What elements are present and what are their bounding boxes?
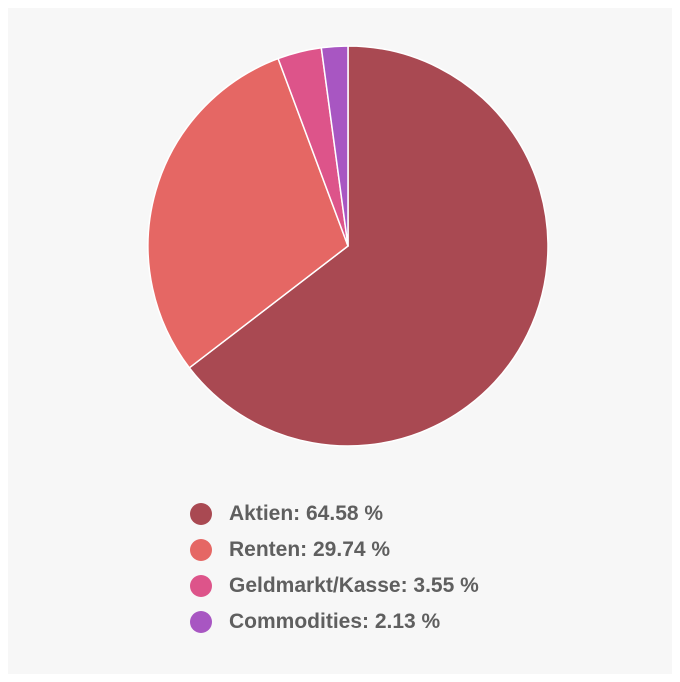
legend-item-geldmarkt-kasse[interactable]: Geldmarkt/Kasse: 3.55 % xyxy=(190,574,479,598)
pie-chart xyxy=(147,45,549,447)
legend-swatch-renten xyxy=(190,539,212,561)
pie-slice-aktien[interactable] xyxy=(188,45,549,447)
legend-label-aktien: Aktien: 64.58 % xyxy=(229,502,384,525)
legend-label-commodities: Commodities: 2.13 % xyxy=(229,610,441,633)
legend-swatch-aktien xyxy=(190,503,212,525)
legend-label-renten: Renten: 29.74 % xyxy=(229,538,391,561)
legend-label-geldmarkt-kasse: Geldmarkt/Kasse: 3.55 % xyxy=(229,574,479,597)
legend-item-commodities[interactable]: Commodities: 2.13 % xyxy=(190,610,479,634)
legend-swatch-geldmarkt-kasse xyxy=(190,575,212,597)
pie-slice-commodities[interactable] xyxy=(320,45,349,247)
legend-item-aktien[interactable]: Aktien: 64.58 % xyxy=(190,502,479,526)
legend-swatch-commodities xyxy=(190,611,212,633)
chart-card: Aktien: 64.58 % Renten: 29.74 % Geldmark… xyxy=(8,8,672,674)
legend-item-renten[interactable]: Renten: 29.74 % xyxy=(190,538,479,562)
chart-legend: Aktien: 64.58 % Renten: 29.74 % Geldmark… xyxy=(190,502,479,646)
pie-slice-renten[interactable] xyxy=(147,57,349,369)
